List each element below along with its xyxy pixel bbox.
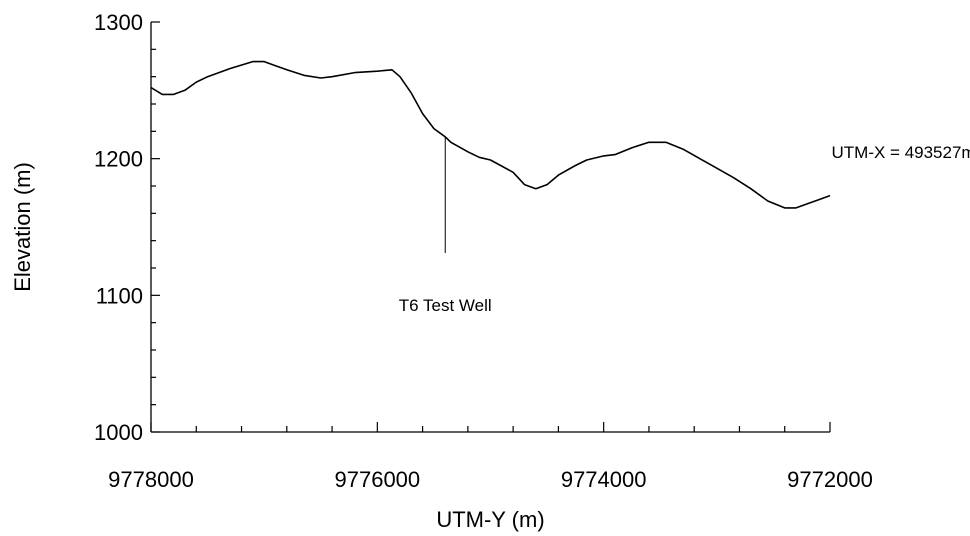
axes [150, 22, 830, 433]
utm-x-annotation: UTM-X = 493527m [832, 143, 970, 162]
x-tick-label: 9776000 [335, 467, 421, 492]
x-tick-label: 9772000 [787, 467, 873, 492]
y-tick-label: 1200 [94, 147, 143, 172]
y-tick-label: 1000 [94, 420, 143, 445]
x-tick-label: 9778000 [108, 467, 194, 492]
y-axis-title: Elevation (m) [10, 162, 35, 292]
y-tick-label: 1300 [94, 10, 143, 35]
x-ticks: 9778000 9776000 9774000 9772000 [108, 422, 873, 492]
y-ticks: 1000 1100 1200 1300 [94, 10, 160, 445]
well-label: T6 Test Well [399, 296, 492, 315]
elevation-series-line [150, 60, 831, 209]
x-axis-title: UTM-Y (m) [436, 507, 544, 532]
y-tick-label: 1100 [96, 283, 143, 308]
x-tick-label: 9774000 [561, 467, 647, 492]
